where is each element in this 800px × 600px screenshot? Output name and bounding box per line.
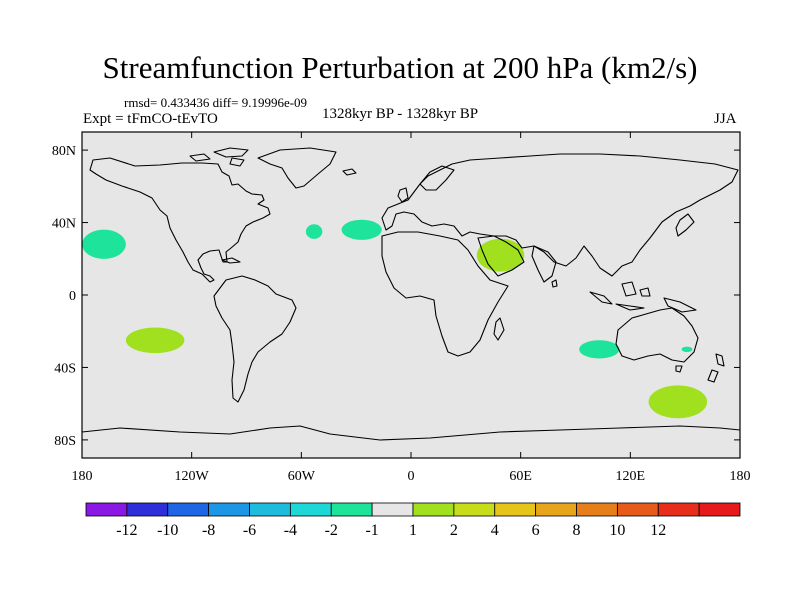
anomaly-north-pacific-east: [82, 229, 126, 259]
season-label: JJA: [714, 111, 737, 127]
y-tick-label: 40N: [52, 217, 76, 232]
colorbar-swatch: [657, 502, 700, 517]
x-tick-label: 180: [730, 469, 751, 484]
colorbar-swatch: [208, 502, 250, 517]
x-tick-label: 120E: [616, 469, 646, 484]
colorbar-swatch: [616, 502, 659, 517]
x-tick-label: 60E: [509, 469, 532, 484]
colorbar-label: 12: [650, 522, 666, 539]
anomaly-south-pacific: [125, 327, 185, 354]
colorbar-swatch: [371, 502, 414, 517]
x-tick-label: 120W: [175, 469, 210, 484]
colorbar-swatch: [576, 502, 618, 517]
colorbar-label: 8: [573, 522, 581, 539]
coastlines: [82, 147, 740, 441]
x-axis: 180 120W 60W 0 60E 120E 180: [72, 132, 751, 484]
experiment-label: Expt = tFmCO-tEvTO: [83, 111, 218, 127]
anomaly-south-indian-ocean: [579, 340, 620, 359]
anomaly-layer: [82, 219, 708, 419]
stats-label: rmsd= 0.433436 diff= 9.19996e-09: [124, 95, 308, 110]
colorbar-swatch: [453, 502, 496, 517]
colorbar-swatch: [85, 502, 128, 517]
colorbar-swatch: [330, 502, 373, 517]
colorbar-label: 2: [450, 522, 458, 539]
colorbar-label: -1: [365, 522, 378, 539]
colorbar-label: 10: [609, 522, 625, 539]
chart-title: Streamfunction Perturbation at 200 hPa (…: [102, 50, 698, 85]
colorbar: -12 -10 -8 -6 -4 -2 -1 1 2 4 6 8 10 12: [85, 502, 741, 539]
colorbar-label: 6: [532, 522, 540, 539]
colorbar-label: 1: [409, 522, 417, 539]
anomaly-north-atlantic-west: [305, 224, 323, 239]
colorbar-swatch: [412, 502, 455, 517]
colorbar-label: -4: [284, 522, 297, 539]
x-tick-label: 0: [408, 469, 415, 484]
anomaly-southern-ocean-south-of-australia: [648, 385, 708, 419]
colorbar-label: 4: [491, 522, 499, 539]
colorbar-swatch: [535, 502, 577, 517]
y-tick-label: 40S: [54, 361, 76, 376]
colorbar-swatch: [494, 502, 537, 517]
colorbar-label: -12: [116, 522, 137, 539]
colorbar-label: -2: [325, 522, 338, 539]
colorbar-swatch: [698, 502, 741, 517]
colorbar-swatch: [126, 502, 169, 517]
x-tick-label: 60W: [288, 469, 316, 484]
colorbar-swatch: [289, 502, 332, 517]
anomaly-north-atlantic-central: [341, 219, 382, 240]
x-tick-label: 180: [72, 469, 93, 484]
y-tick-label: 80N: [52, 144, 76, 159]
colorbar-label: -10: [157, 522, 178, 539]
y-tick-label: 80S: [54, 434, 76, 449]
colorbar-label: -8: [202, 522, 215, 539]
colorbar-swatch: [167, 502, 210, 517]
y-axis: 80N 40N 0 40S 80S: [52, 144, 740, 449]
y-tick-label: 0: [69, 289, 76, 304]
colorbar-swatch: [249, 502, 291, 517]
anomaly-east-australia: [681, 346, 693, 353]
colorbar-label: -6: [243, 522, 256, 539]
period-label: 1328kyr BP - 1328kyr BP: [322, 106, 479, 122]
